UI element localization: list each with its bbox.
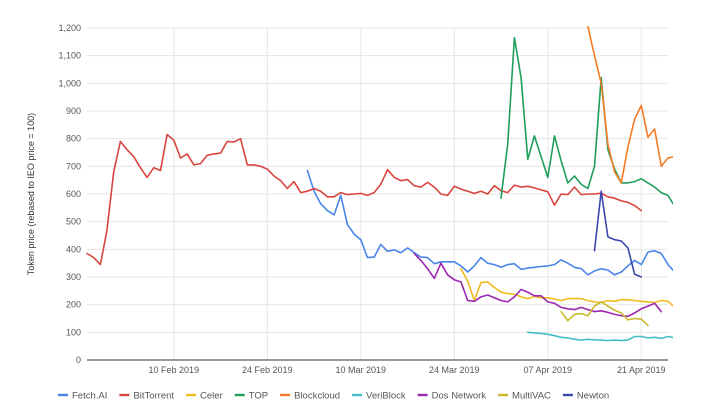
legend-label: Fetch.AI xyxy=(72,391,107,402)
y-tick-label: 100 xyxy=(66,327,81,337)
legend-item[interactable]: TOP xyxy=(234,391,268,402)
legend-item[interactable]: Fetch.AI xyxy=(58,391,107,402)
y-tick-label: 700 xyxy=(66,161,81,171)
legend-label: MultiVAC xyxy=(512,391,551,402)
series-line-dos-network xyxy=(413,252,663,318)
y-tick-label: 0 xyxy=(76,355,81,365)
y-axis-label: Token price (rebased to IEO price = 100) xyxy=(26,113,36,275)
legend-item[interactable]: MultiVAC xyxy=(498,391,551,402)
y-tick-label: 1,100 xyxy=(58,51,81,61)
y-tick-label: 1,200 xyxy=(58,23,81,33)
legend-label: Celer xyxy=(200,391,223,402)
x-tick-label: 07 Apr 2019 xyxy=(524,365,573,375)
grid-lines xyxy=(87,27,668,360)
y-tick-label: 800 xyxy=(66,134,81,144)
legend-item[interactable]: Newton xyxy=(562,391,609,402)
legend-item[interactable]: VeriBlock xyxy=(352,391,406,402)
y-tick-label: 1,000 xyxy=(58,78,81,88)
legend-label: VeriBlock xyxy=(366,391,406,402)
series-lines xyxy=(86,25,673,342)
series-line-bittorrent xyxy=(86,133,643,266)
legend-label: TOP xyxy=(249,391,268,402)
legend-item[interactable]: Blockcloud xyxy=(280,391,340,402)
x-tick-label: 24 Mar 2019 xyxy=(429,365,480,375)
x-axis-ticks: 10 Feb 2019 24 Feb 2019 10 Mar 2019 24 Mar … xyxy=(149,365,666,375)
series-line-newton xyxy=(593,190,643,278)
x-tick-label: 10 Mar 2019 xyxy=(336,365,387,375)
legend-label: BitTorrent xyxy=(133,391,174,402)
series-line-veriblock xyxy=(526,331,673,342)
y-axis-ticks: 0 100 200 300 400 500 600 700 800 900 1,000 1,100 1,… xyxy=(58,23,81,365)
series-line-fetch-ai xyxy=(306,169,673,276)
legend: Fetch.AI BitTorrent Celer TOP Blockcloud Veri… xyxy=(58,391,609,402)
y-tick-label: 300 xyxy=(66,272,81,282)
y-tick-label: 200 xyxy=(66,300,81,310)
legend-label: Dos Network xyxy=(432,391,487,402)
y-tick-label: 400 xyxy=(66,244,81,254)
series-line-top xyxy=(500,36,673,206)
legend-item[interactable]: BitTorrent xyxy=(119,391,174,402)
series-line-blockcloud xyxy=(587,25,673,184)
legend-item[interactable]: Dos Network xyxy=(417,391,487,402)
x-tick-label: 24 Feb 2019 xyxy=(242,365,293,375)
legend-label: Blockcloud xyxy=(294,391,340,402)
legend-label: Newton xyxy=(577,391,609,402)
y-tick-label: 500 xyxy=(66,217,81,227)
y-tick-label: 600 xyxy=(66,189,81,199)
legend-item[interactable]: Celer xyxy=(186,391,223,402)
series-line-celer xyxy=(460,267,673,307)
y-tick-label: 900 xyxy=(66,106,81,116)
x-tick-label: 21 Apr 2019 xyxy=(617,365,666,375)
series-line-multivac xyxy=(560,301,649,327)
x-tick-label: 10 Feb 2019 xyxy=(149,365,200,375)
